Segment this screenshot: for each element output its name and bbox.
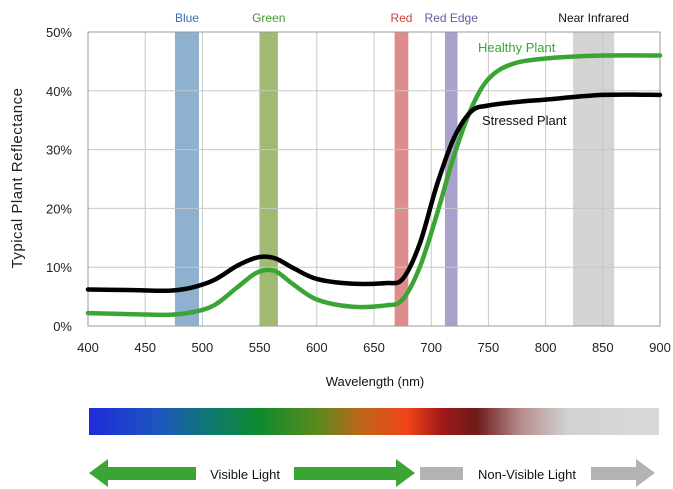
y-tick-label: 30% (46, 143, 72, 158)
series-line-1 (85, 92, 663, 294)
x-tick-label: 800 (535, 340, 557, 355)
band-4 (573, 32, 615, 326)
x-axis-title: Wavelength (nm) (326, 374, 425, 389)
y-tick-label: 0% (53, 319, 72, 334)
band-label-1: Green (252, 11, 285, 25)
x-tick-label: 550 (249, 340, 271, 355)
series-label-healthy: Healthy Plant (478, 40, 556, 55)
visible-light-arrow: Visible Light (89, 459, 415, 487)
band-label-4: Near Infrared (558, 11, 629, 25)
y-tick-label: 50% (46, 25, 72, 40)
axis-ticks: 400 450 500 550 600 650 700 750 800 850 900 0% 10% 20… (46, 25, 671, 355)
spectral-bands: Blue Green Red Red Edge Near Infrared (175, 11, 629, 326)
x-tick-label: 600 (306, 340, 328, 355)
plot-frame (87, 31, 661, 327)
series-lines (85, 53, 663, 318)
x-tick-label: 450 (134, 340, 156, 355)
band-0 (174, 32, 199, 326)
x-tick-label: 750 (478, 340, 500, 355)
visible-light-label: Visible Light (210, 467, 280, 482)
series-line-0 (85, 53, 663, 318)
non-visible-light-arrow: Non-Visible Light (420, 459, 655, 487)
band-label-2: Red (390, 11, 412, 25)
spectrum-bar (89, 408, 659, 435)
band-label-3: Red Edge (425, 11, 479, 25)
band-1 (259, 32, 278, 326)
y-tick-label: 10% (46, 260, 72, 275)
x-tick-label: 700 (420, 340, 442, 355)
x-tick-label: 850 (592, 340, 614, 355)
y-axis-title: Typical Plant Reflectance (9, 88, 26, 269)
band-2 (394, 32, 409, 326)
non-visible-light-label: Non-Visible Light (478, 467, 576, 482)
series-label-stressed: Stressed Plant (482, 113, 567, 128)
x-tick-label: 650 (363, 340, 385, 355)
band-3 (444, 32, 458, 326)
y-tick-label: 20% (46, 201, 72, 216)
y-tick-label: 40% (46, 84, 72, 99)
x-tick-label: 400 (77, 340, 99, 355)
x-tick-label: 900 (649, 340, 671, 355)
band-label-0: Blue (175, 11, 199, 25)
x-tick-label: 500 (192, 340, 214, 355)
